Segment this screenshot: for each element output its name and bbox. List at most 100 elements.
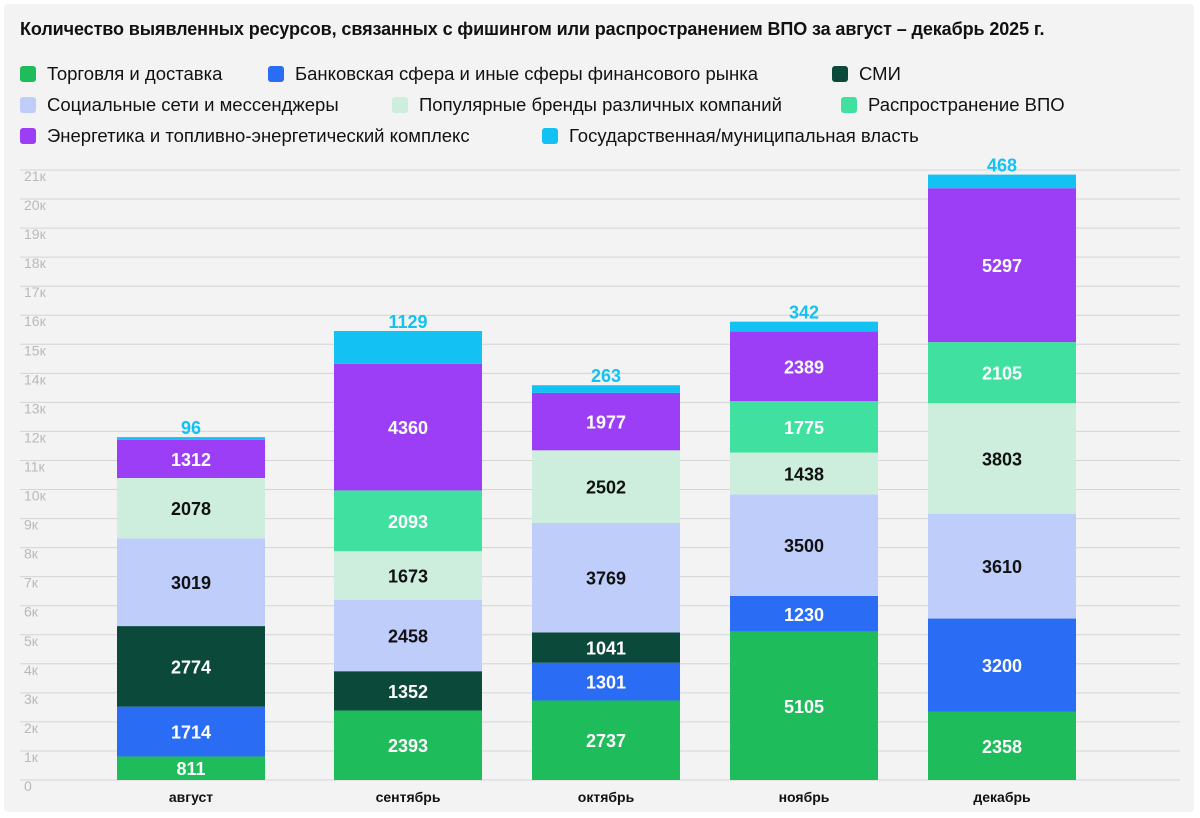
bar-segment (117, 626, 265, 707)
bar-segment (334, 710, 482, 780)
data-label: 3610 (982, 557, 1022, 577)
bar-segment (730, 494, 878, 596)
data-label: 1352 (388, 682, 428, 702)
data-label: 1301 (586, 673, 626, 693)
data-label: 2458 (388, 627, 428, 647)
bar-segment (730, 321, 878, 332)
legend-swatch (268, 66, 284, 82)
bar-segment (117, 756, 265, 780)
y-tick-label: 2к (24, 720, 39, 736)
y-tick-label: 17к (24, 284, 47, 300)
data-label: 1775 (784, 418, 824, 438)
x-tick-label: август (169, 789, 213, 805)
data-label: 263 (591, 366, 621, 386)
data-label: 1438 (784, 464, 824, 484)
y-tick-label: 20к (24, 197, 47, 213)
bar-segment (730, 595, 878, 632)
legend-item: Популярные бренды различных компаний (392, 94, 782, 116)
bar-segment (928, 618, 1076, 712)
legend-label: Распространение ВПО (868, 94, 1065, 115)
bar-segment (334, 599, 482, 672)
legend-label: Торговля и доставка (47, 63, 223, 84)
y-tick-label: 3к (24, 691, 39, 707)
x-tick-label: декабрь (973, 789, 1031, 805)
y-tick-label: 0 (24, 778, 32, 794)
legend-item: Торговля и доставка (20, 63, 222, 85)
y-tick-label: 13к (24, 400, 47, 416)
bar-segment (730, 631, 878, 780)
x-tick-label: октябрь (578, 789, 635, 805)
data-label: 2078 (171, 499, 211, 519)
data-label: 1714 (171, 723, 211, 743)
y-tick-label: 14к (24, 371, 47, 387)
legend-swatch (20, 97, 36, 113)
data-label: 2389 (784, 357, 824, 377)
legend-label: Популярные бренды различных компаний (419, 94, 782, 115)
data-label: 2105 (982, 364, 1022, 384)
y-tick-label: 15к (24, 342, 47, 358)
bar-segment (730, 331, 878, 401)
data-label: 2502 (586, 478, 626, 498)
data-label: 5297 (982, 256, 1022, 276)
bar-segment (928, 711, 1076, 780)
data-label: 2358 (982, 737, 1022, 757)
bar-segment (334, 490, 482, 552)
legend-item: Энергетика и топливно-энергетический ком… (20, 125, 470, 147)
y-tick-label: 8к (24, 546, 39, 562)
y-tick-label: 9к (24, 517, 39, 533)
bar-segment (334, 551, 482, 600)
legend-item: Распространение ВПО (841, 94, 1065, 116)
data-label: 96 (181, 418, 201, 438)
bar-segment (928, 403, 1076, 514)
data-label: 3200 (982, 656, 1022, 676)
legend-label: Социальные сети и мессенджеры (47, 94, 339, 115)
legend-label: СМИ (859, 63, 901, 84)
data-label: 468 (987, 156, 1017, 176)
bar-segment (928, 188, 1076, 343)
legend-swatch (20, 66, 36, 82)
data-label: 1977 (586, 413, 626, 433)
legend-swatch (841, 97, 857, 113)
data-label: 3019 (171, 573, 211, 593)
data-label: 1041 (586, 639, 626, 659)
bar-segment (117, 478, 265, 539)
bar-segment (730, 452, 878, 495)
legend-label: Энергетика и топливно-энергетический ком… (47, 125, 470, 146)
y-tick-label: 11к (24, 458, 46, 474)
data-label: 2393 (388, 736, 428, 756)
y-tick-label: 16к (24, 313, 47, 329)
data-label: 1673 (388, 567, 428, 587)
legend-label: Государственная/муниципальная власть (569, 125, 919, 146)
data-label: 3803 (982, 449, 1022, 469)
bar-segment (928, 174, 1076, 189)
y-tick-label: 10к (24, 488, 47, 504)
legend-swatch (20, 128, 36, 144)
legend-item: Банковская сфера и иные сферы финансовог… (268, 63, 758, 85)
data-label: 1312 (171, 450, 211, 470)
y-tick-label: 6к (24, 604, 39, 620)
bar-segment (532, 392, 680, 451)
legend-item: СМИ (832, 63, 901, 85)
data-label: 2093 (388, 512, 428, 532)
legend-label: Банковская сфера и иные сферы финансовог… (295, 63, 759, 84)
data-label: 2774 (171, 657, 211, 677)
bar-segment (117, 538, 265, 627)
bar-segment (532, 450, 680, 523)
bar-segment (730, 400, 878, 453)
legend-swatch (392, 97, 408, 113)
data-label: 1129 (388, 312, 427, 332)
bar-segment (117, 439, 265, 479)
data-label: 3500 (784, 536, 824, 556)
bar-segment (334, 363, 482, 491)
data-label: 4360 (388, 418, 428, 438)
bar-segment (928, 342, 1076, 404)
y-tick-label: 4к (24, 662, 39, 678)
chart-title: Количество выявленных ресурсов, связанны… (20, 19, 1045, 39)
legend-swatch (542, 128, 558, 144)
bar-segment (334, 671, 482, 711)
legend-item: Социальные сети и мессенджеры (20, 94, 339, 116)
data-label: 1230 (784, 605, 824, 625)
legend-item: Государственная/муниципальная власть (542, 125, 919, 147)
bar-segment (928, 513, 1076, 619)
